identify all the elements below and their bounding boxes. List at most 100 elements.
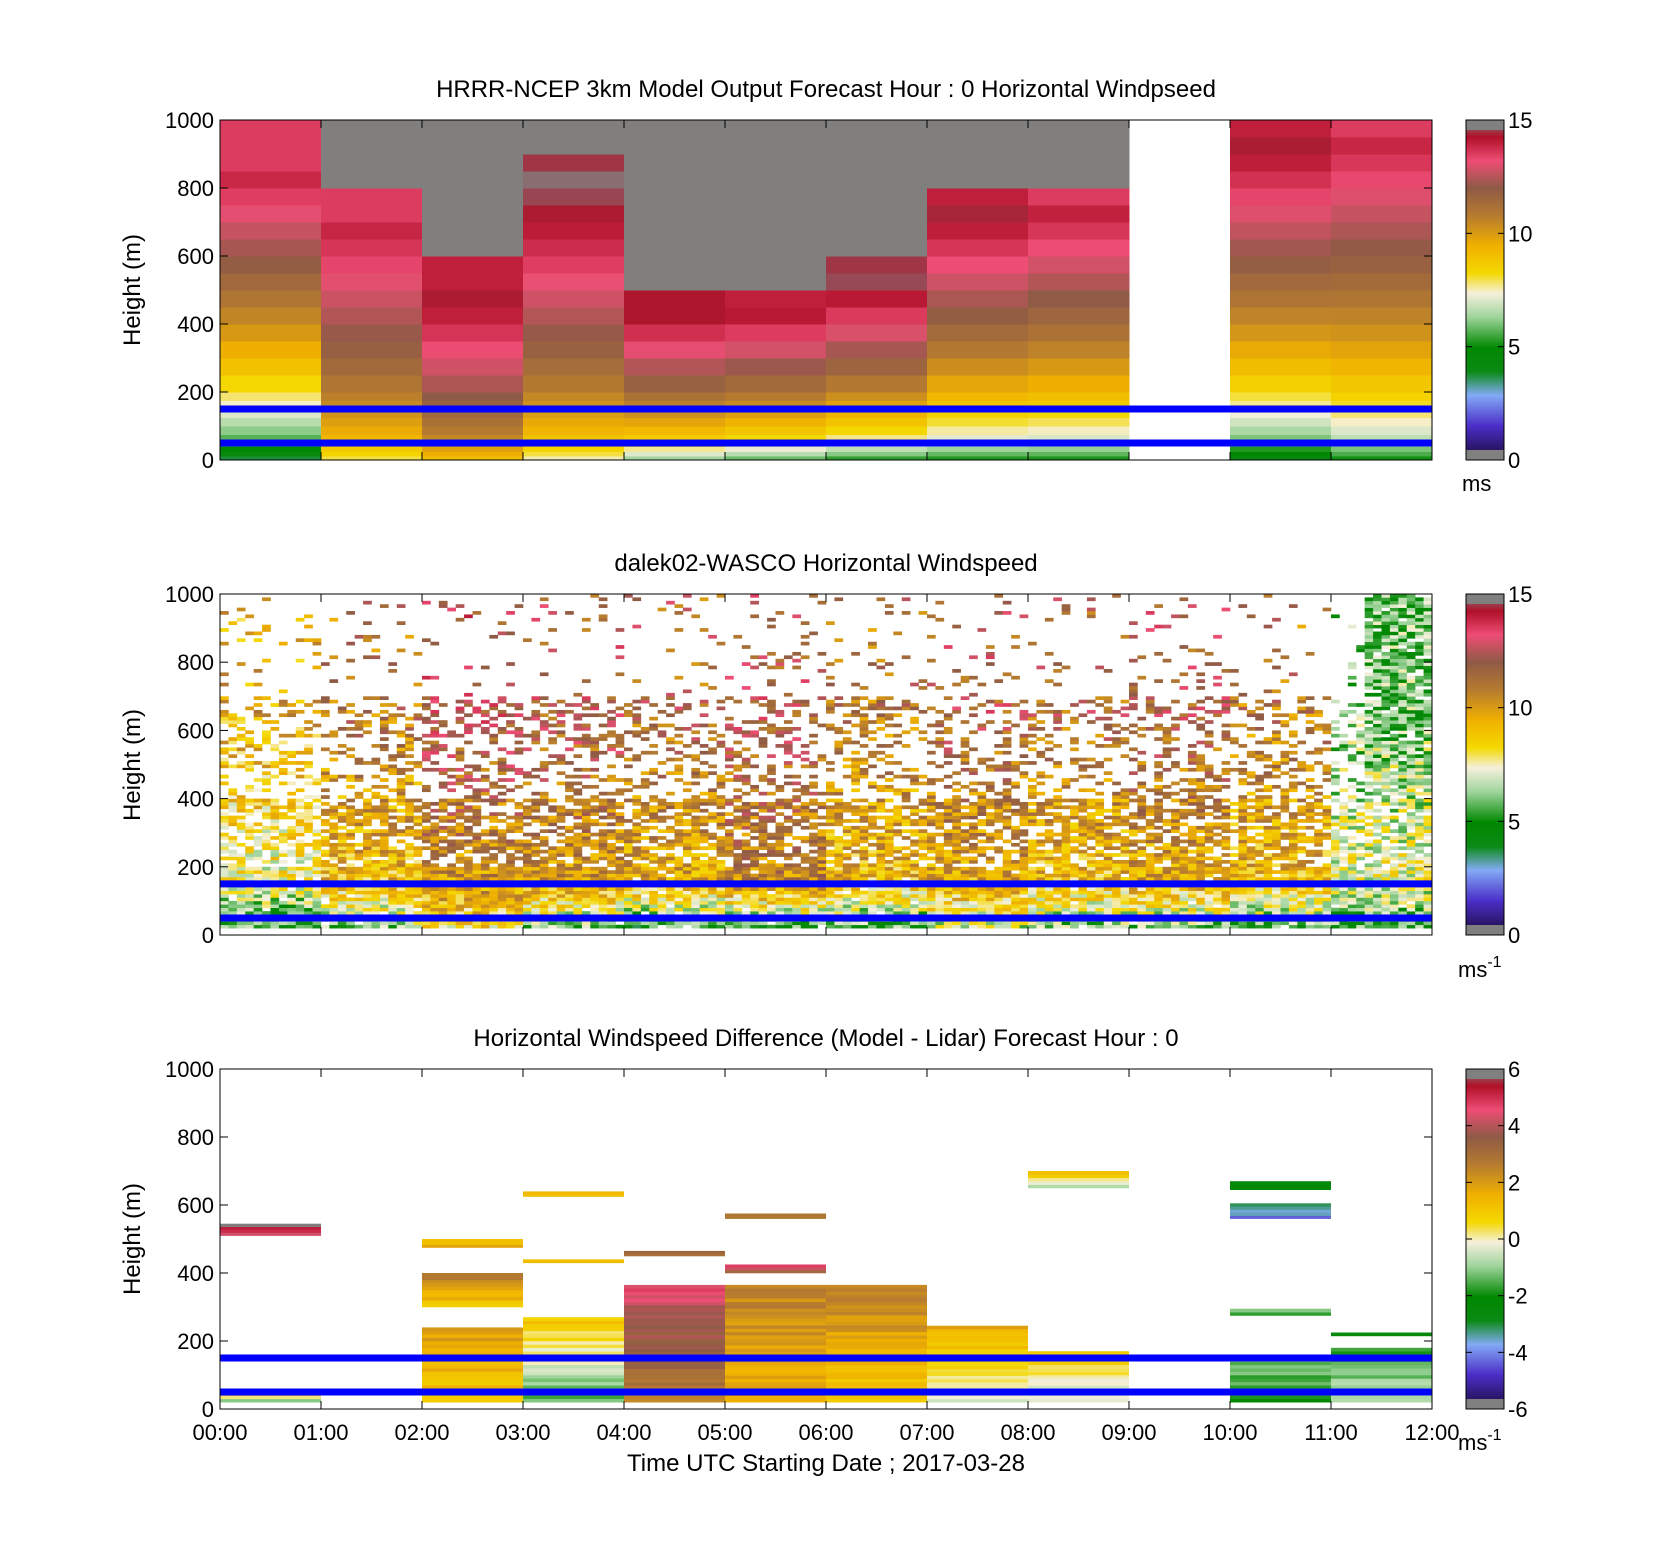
lidar-cell (826, 870, 835, 874)
lidar-cell (868, 781, 877, 786)
lidar-cell (1070, 805, 1079, 810)
lidar-cell (792, 819, 802, 823)
lidar-cell (598, 887, 608, 891)
lidar-cell (371, 890, 381, 895)
lidar-cell (464, 703, 473, 707)
lidar-cell (312, 699, 322, 704)
lidar-cell (304, 764, 313, 769)
lidar-cell (253, 900, 263, 905)
lidar-cell (792, 911, 802, 915)
lidar-cell (590, 842, 600, 847)
lidar-cell (674, 628, 684, 632)
lidar-cell (422, 720, 431, 724)
lidar-cell (497, 836, 507, 840)
lidar-cell (245, 921, 254, 926)
lidar-cell (590, 870, 600, 874)
lidar-cell (1002, 900, 1012, 905)
lidar-cell (851, 887, 860, 891)
lidar-cell (817, 897, 827, 902)
lidar-cell (927, 614, 936, 619)
lidar-cell (800, 634, 810, 639)
lidar-cell (960, 859, 970, 864)
lidar-cell (590, 887, 600, 891)
lidar-cell (531, 887, 541, 891)
lidar-cell (573, 863, 583, 868)
lidar-cell (632, 924, 642, 929)
lidar-cell (868, 628, 877, 632)
lidar-cell (725, 819, 734, 823)
lidar-cell (337, 887, 347, 891)
lidar-cell (960, 897, 970, 902)
lidar-cell (876, 805, 886, 810)
lidar-cell (539, 887, 549, 891)
lidar-cell (826, 866, 835, 871)
lidar-cell (329, 870, 339, 874)
lidar-cell (253, 802, 263, 806)
lidar-cell (388, 921, 398, 926)
lidar-cell (893, 805, 903, 810)
lidar-cell (278, 877, 288, 881)
lidar-cell (767, 665, 776, 670)
lidar-cell (952, 754, 961, 758)
model-cell (826, 239, 928, 257)
lidar-cell (725, 726, 734, 731)
lidar-cell (994, 808, 1004, 813)
lidar-cell (464, 877, 473, 881)
lidar-cell (346, 836, 355, 840)
lidar-cell (396, 839, 406, 844)
model-cell (1331, 273, 1432, 291)
lidar-cell (767, 853, 776, 857)
lidar-cell (708, 859, 717, 864)
lidar-cell (1070, 737, 1079, 741)
lidar-cell (1061, 815, 1071, 820)
lidar-cell (295, 788, 305, 793)
lidar-cell (497, 897, 507, 902)
lidar-cell (422, 703, 431, 707)
lidar-cell (725, 812, 734, 816)
model-cell (422, 120, 524, 138)
lidar-cell (379, 900, 389, 905)
lidar-cell (826, 907, 835, 912)
lidar-cell (809, 863, 818, 868)
lidar-cell (497, 890, 507, 895)
lidar-cell (826, 873, 835, 878)
lidar-cell (379, 798, 389, 803)
lidar-cell (514, 829, 524, 833)
lidar-cell (1061, 897, 1071, 902)
lidar-cell (725, 873, 734, 878)
lidar-cell (295, 709, 305, 714)
lidar-cell (952, 819, 961, 823)
lidar-cell (893, 856, 903, 861)
lidar-cell (994, 791, 1004, 796)
lidar-cell (312, 638, 322, 643)
model-cell (624, 324, 726, 342)
lidar-cell (405, 849, 414, 854)
lidar-cell (994, 907, 1004, 912)
lidar-cell (657, 774, 667, 779)
panel-model-colorbar (1465, 119, 1505, 461)
lidar-cell (379, 808, 389, 813)
model-cell (220, 137, 322, 155)
lidar-cell (539, 604, 549, 608)
lidar-cell (455, 699, 465, 704)
lidar-cell (371, 866, 381, 871)
lidar-cell (489, 890, 499, 895)
lidar-cell (1086, 894, 1096, 898)
lidar-cell (699, 808, 709, 813)
lidar-cell (792, 812, 802, 816)
lidar-cell (910, 808, 919, 813)
lidar-cell (447, 900, 456, 905)
lidar-cell (960, 750, 970, 755)
lidar-cell (834, 911, 844, 915)
lidar-cell (329, 907, 339, 912)
lidar-cell (489, 897, 499, 902)
lidar-cell (1044, 897, 1054, 902)
lidar-cell (464, 849, 473, 854)
lidar-cell (733, 907, 743, 912)
lidar-cell (220, 873, 229, 878)
lidar-cell (1070, 716, 1079, 721)
lidar-cell (783, 856, 793, 861)
lidar-cell (607, 764, 616, 769)
lidar-cell (228, 849, 238, 854)
lidar-cell (1036, 897, 1046, 902)
